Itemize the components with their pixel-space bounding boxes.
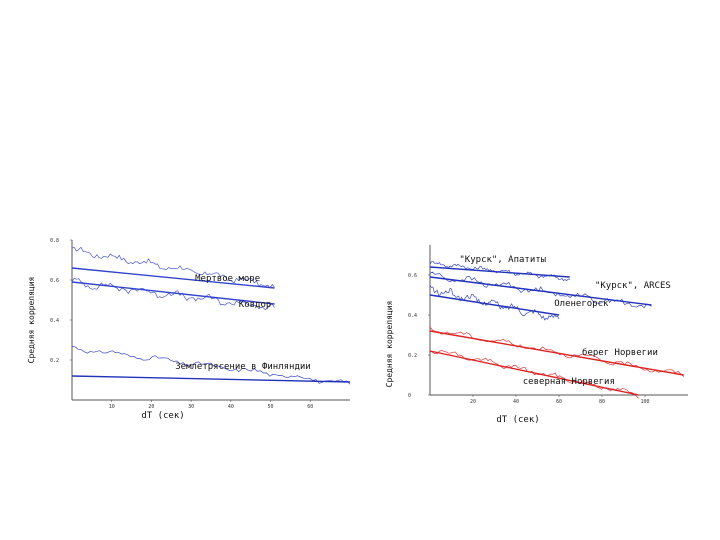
measured-curve bbox=[71, 246, 275, 289]
fit-line bbox=[71, 375, 351, 383]
series-курск-апатиты bbox=[429, 261, 570, 282]
annotation-курск-arces: "Курск", ARCES bbox=[595, 281, 671, 291]
series-мертвое-море bbox=[71, 246, 275, 289]
y-tick-label: 0 bbox=[408, 393, 411, 399]
x-tick-label: 40 bbox=[228, 404, 234, 410]
y-tick-label: 0.4 bbox=[50, 318, 59, 324]
fit-line bbox=[71, 281, 275, 305]
x-tick-label: 50 bbox=[268, 404, 274, 410]
y-tick-label: 0.2 bbox=[50, 358, 59, 364]
chart-left: 10 20 30 40 50 60 0.2 0.4 0.6 0.8 Мертвое море Ковд… bbox=[27, 238, 351, 421]
series-ковдор bbox=[71, 277, 275, 311]
x-tick-label: 80 bbox=[599, 399, 605, 405]
x-axis-label: dT (сек) bbox=[141, 411, 184, 421]
fit-line bbox=[429, 266, 570, 278]
measured-curve bbox=[71, 346, 351, 385]
fit-line bbox=[429, 294, 560, 316]
annotation-мертвое-море: Мертвое море bbox=[195, 274, 260, 284]
annotation-берег-норвегии: берег Норвегии bbox=[582, 347, 658, 358]
y-tick-label: 0.4 bbox=[408, 313, 417, 319]
y-axis-label: Средняя корреляция bbox=[27, 277, 36, 364]
x-tick-label: 40 bbox=[513, 399, 519, 405]
fit-line bbox=[429, 276, 652, 306]
x-tick-label: 20 bbox=[470, 399, 476, 405]
series-северная-норвегия bbox=[429, 350, 639, 399]
series-берег-норвегии bbox=[429, 326, 684, 377]
annotation-оленегорск: Оленегорск bbox=[554, 299, 609, 309]
series-землетрясение-в-финляндии bbox=[71, 346, 351, 385]
y-tick-label: 0.2 bbox=[408, 353, 417, 359]
y-tick-label: 0.6 bbox=[408, 273, 417, 279]
y-tick-label: 0.8 bbox=[50, 238, 59, 244]
x-tick-label: 10 bbox=[109, 404, 115, 410]
x-tick-label: 60 bbox=[307, 404, 313, 410]
measured-curve bbox=[429, 271, 652, 309]
fit-line bbox=[429, 350, 639, 396]
series-курск-arces bbox=[429, 271, 652, 309]
x-tick-label: 60 bbox=[556, 399, 562, 405]
y-tick-label: 0.6 bbox=[50, 278, 59, 284]
measured-curve bbox=[71, 277, 275, 311]
x-tick-label: 20 bbox=[148, 404, 154, 410]
annotation-землетрясение-в-финляндии: Землетрясение в Финляндии bbox=[175, 362, 310, 372]
annotation-ковдор: Ковдор bbox=[239, 300, 272, 310]
x-axis-label: dT (сек) bbox=[496, 415, 539, 425]
y-axis-label: Средняя корреляция bbox=[385, 301, 394, 388]
annotation-северная-норвегия: северная Норвегия bbox=[523, 377, 615, 387]
series-оленегорск bbox=[429, 285, 560, 321]
fit-line bbox=[429, 330, 684, 376]
annotation-курск-апатиты: "Курск", Апатиты bbox=[459, 255, 546, 265]
x-tick-label: 30 bbox=[188, 404, 194, 410]
chart-right: 20 40 60 80 100 0 0.2 0.4 0.6 "Курск", Апатиты "Ку… bbox=[385, 245, 688, 425]
fit-line bbox=[71, 267, 275, 289]
x-tick-label: 100 bbox=[640, 399, 649, 405]
